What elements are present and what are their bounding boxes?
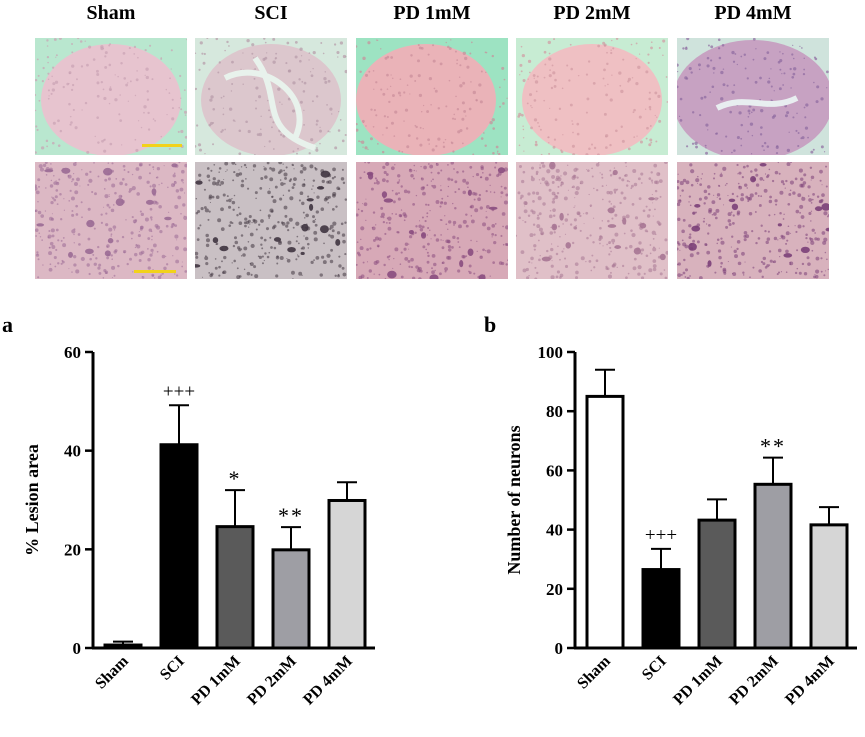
micrograph-low-mag-2 bbox=[356, 38, 508, 155]
panel-label-b: b bbox=[484, 312, 497, 337]
bar-pd-1mm bbox=[215, 525, 255, 650]
scale-bar-top bbox=[142, 144, 182, 147]
y-tick-label: 20 bbox=[546, 580, 563, 599]
bar-pd-4mm bbox=[327, 498, 367, 650]
bar-pd-2mm bbox=[271, 548, 311, 650]
x-tick-label: SCI bbox=[639, 653, 670, 684]
y-axis-label: Number of neurons bbox=[504, 425, 524, 574]
significance-label: * bbox=[229, 466, 242, 491]
bar-sham bbox=[103, 643, 143, 650]
x-tick-label: PD 4mM bbox=[782, 653, 838, 709]
micrograph-low-mag-3 bbox=[516, 38, 668, 155]
x-tick-label: PD 4mM bbox=[300, 653, 356, 709]
x-tick-label: SCI bbox=[157, 653, 188, 684]
micrograph-low-mag-1 bbox=[195, 38, 347, 155]
column-title-pd-1mm: PD 1mM bbox=[393, 2, 471, 24]
significance-label: ** bbox=[278, 503, 304, 528]
x-tick-label: PD 2mM bbox=[726, 653, 782, 709]
column-title-sci: SCI bbox=[254, 2, 288, 24]
y-tick-label: 0 bbox=[555, 639, 564, 658]
bar-pd-4mm bbox=[809, 523, 849, 650]
bar-sci bbox=[641, 568, 681, 650]
bar-sci bbox=[159, 443, 199, 650]
y-tick-label: 60 bbox=[546, 461, 563, 480]
panel-label-a: a bbox=[2, 312, 13, 337]
x-tick-label: PD 1mM bbox=[670, 653, 726, 709]
micrograph-low-mag-0 bbox=[35, 38, 187, 155]
column-title-sham: Sham bbox=[86, 2, 136, 24]
y-tick-label: 40 bbox=[546, 521, 563, 540]
micrograph-low-mag-4 bbox=[677, 38, 829, 155]
y-tick-label: 60 bbox=[64, 343, 81, 362]
x-tick-label: PD 1mM bbox=[188, 653, 244, 709]
micrograph-high-mag-4 bbox=[677, 162, 829, 279]
significance-label: ** bbox=[760, 434, 786, 459]
significance-label: +++ bbox=[163, 381, 195, 402]
y-tick-label: 0 bbox=[73, 639, 82, 658]
y-axis-label: % Lesion area bbox=[22, 444, 42, 556]
bar-pd-1mm bbox=[697, 518, 737, 650]
y-tick-label: 80 bbox=[546, 402, 563, 421]
y-tick-label: 40 bbox=[64, 442, 81, 461]
micrograph-high-mag-3 bbox=[516, 162, 668, 279]
x-tick-label: Sham bbox=[574, 652, 614, 692]
micrograph-high-mag-0 bbox=[35, 162, 187, 279]
micrograph-high-mag-1 bbox=[195, 162, 347, 279]
x-tick-label: Sham bbox=[92, 652, 132, 692]
column-title-pd-2mm: PD 2mM bbox=[553, 2, 631, 24]
y-tick-label: 20 bbox=[64, 540, 81, 559]
x-tick-label: PD 2mM bbox=[244, 653, 300, 709]
scale-bar-bottom bbox=[134, 270, 176, 273]
micrograph-high-mag-2 bbox=[356, 162, 508, 279]
significance-label: +++ bbox=[645, 525, 677, 546]
bar-pd-2mm bbox=[753, 482, 793, 650]
bar-sham bbox=[585, 394, 625, 650]
lesion-area-chart: 0 20 40 60 % Lesion area Sham +++ SCI * PD 1mM ** P… bbox=[22, 343, 375, 709]
column-title-pd-4mm: PD 4mM bbox=[714, 2, 792, 24]
y-tick-label: 100 bbox=[538, 343, 564, 362]
